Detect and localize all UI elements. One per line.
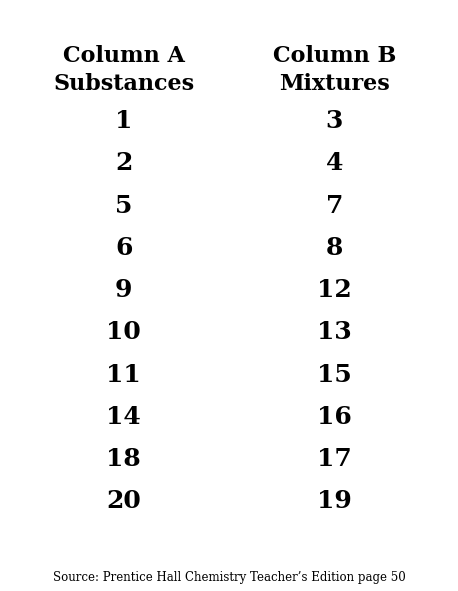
Text: 8: 8 bbox=[326, 236, 343, 260]
Text: 5: 5 bbox=[115, 194, 132, 217]
Text: 18: 18 bbox=[106, 447, 141, 471]
Text: 9: 9 bbox=[115, 278, 132, 302]
Text: 19: 19 bbox=[317, 489, 352, 514]
Text: Substances: Substances bbox=[53, 73, 194, 95]
Text: 3: 3 bbox=[326, 109, 343, 133]
Text: 13: 13 bbox=[317, 320, 352, 345]
Text: 20: 20 bbox=[106, 489, 141, 514]
Text: Column B: Column B bbox=[273, 45, 396, 67]
Text: 6: 6 bbox=[115, 236, 132, 260]
Text: 7: 7 bbox=[326, 194, 343, 217]
Text: 12: 12 bbox=[317, 278, 352, 302]
Text: Mixtures: Mixtures bbox=[279, 73, 390, 95]
Text: 14: 14 bbox=[106, 405, 141, 429]
Text: 2: 2 bbox=[115, 151, 132, 176]
Text: 15: 15 bbox=[317, 363, 352, 387]
Text: Source: Prentice Hall Chemistry Teacher’s Edition page 50: Source: Prentice Hall Chemistry Teacher’… bbox=[53, 571, 405, 584]
Text: 1: 1 bbox=[115, 109, 132, 133]
Text: 17: 17 bbox=[317, 447, 352, 471]
Text: 16: 16 bbox=[317, 405, 352, 429]
Text: 11: 11 bbox=[106, 363, 141, 387]
Text: Column A: Column A bbox=[63, 45, 185, 67]
Text: 10: 10 bbox=[106, 320, 141, 345]
Text: 4: 4 bbox=[326, 151, 343, 176]
